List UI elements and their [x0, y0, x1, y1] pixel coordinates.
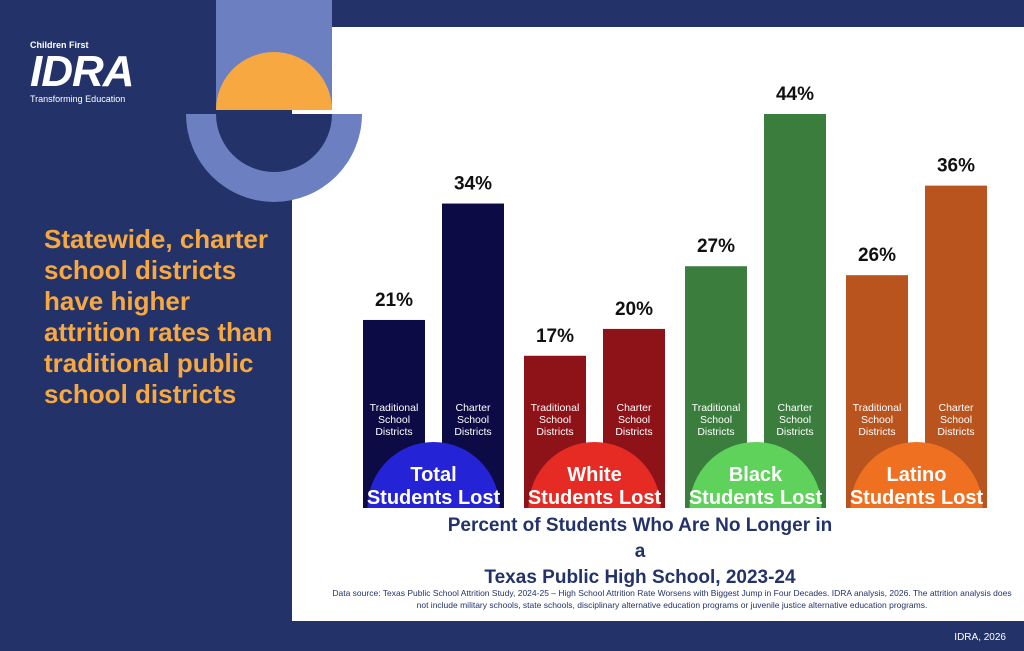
bar-label-total-charter-line-2: School: [457, 414, 489, 426]
bar-label-latino-traditional-line-2: School: [861, 414, 893, 426]
chart-title-line-2: Texas Public High School, 2023-24: [484, 567, 796, 588]
value-label-black-charter: 44%: [776, 84, 814, 105]
bar-black-charter: [764, 114, 826, 508]
group-dome-black: [689, 442, 822, 508]
bar-label-total-traditional-line-3: Districts: [375, 426, 412, 438]
value-label-total-charter: 34%: [454, 174, 492, 195]
bar-label-white-charter-line-3: Districts: [615, 426, 652, 438]
idra-logo: Children First IDRA Transforming Educati…: [30, 40, 150, 104]
source-note: Data source: Texas Public School Attriti…: [332, 588, 1012, 610]
group-dome-latino: [850, 442, 983, 508]
headline: Statewide, charter school districts have…: [44, 224, 273, 409]
logo-main-text: IDRA: [30, 47, 135, 96]
bar-label-total-traditional-line-2: School: [378, 414, 410, 426]
credit: IDRA, 2026: [954, 632, 1006, 643]
bar-label-white-traditional-line-2: School: [539, 414, 571, 426]
chart-title: Percent of Students Who Are No Longer in…: [440, 513, 840, 591]
bar-label-total-traditional-line-1: Traditional: [370, 402, 419, 414]
bar-label-black-traditional-line-3: Districts: [697, 426, 734, 438]
group-label-black-line-1: Black: [729, 464, 783, 486]
bar-label-black-charter-line-3: Districts: [776, 426, 813, 438]
bar-label-black-charter-line-1: Charter: [777, 402, 813, 414]
value-label-total-traditional: 21%: [375, 290, 413, 311]
bar-label-latino-traditional-line-1: Traditional: [853, 402, 902, 414]
bar-label-latino-charter-line-1: Charter: [938, 402, 974, 414]
bar-label-latino-charter-line-3: Districts: [937, 426, 974, 438]
bar-label-latino-charter-line-2: School: [940, 414, 972, 426]
value-label-latino-charter: 36%: [937, 156, 975, 177]
group-label-white-line-1: White: [567, 464, 621, 486]
group-dome-white: [528, 442, 661, 508]
group-dome-total: [367, 442, 500, 508]
bar-label-white-traditional-line-3: Districts: [536, 426, 573, 438]
group-label-black-line-2: Students Lost: [689, 487, 823, 509]
group-label-white-line-2: Students Lost: [528, 487, 662, 509]
bar-label-white-traditional-line-1: Traditional: [531, 402, 580, 414]
group-label-total-line-2: Students Lost: [367, 487, 501, 509]
bar-label-black-traditional-line-1: Traditional: [692, 402, 741, 414]
deco-half-sun: [216, 52, 332, 110]
chart-title-line-1: Percent of Students Who Are No Longer in…: [447, 515, 833, 562]
value-label-latino-traditional: 26%: [858, 245, 896, 266]
group-label-total-line-1: Total: [410, 464, 456, 486]
group-label-latino-line-2: Students Lost: [850, 487, 984, 509]
value-label-black-traditional: 27%: [697, 236, 735, 257]
value-label-white-traditional: 17%: [536, 326, 574, 347]
bar-label-white-charter-line-2: School: [618, 414, 650, 426]
logo-top-text: Children First: [30, 40, 89, 50]
deco-bowl-inner: [216, 114, 332, 172]
bar-label-black-charter-line-2: School: [779, 414, 811, 426]
bar-label-total-charter-line-3: Districts: [454, 426, 491, 438]
bar-label-black-traditional-line-2: School: [700, 414, 732, 426]
logo-tagline: Transforming Education: [30, 94, 126, 104]
decorative-graphic: [186, 0, 362, 202]
value-label-white-charter: 20%: [615, 299, 653, 320]
bar-label-white-charter-line-1: Charter: [616, 402, 652, 414]
bar-label-total-charter-line-1: Charter: [455, 402, 491, 414]
group-label-latino-line-1: Latino: [887, 464, 947, 486]
bar-label-latino-traditional-line-3: Districts: [858, 426, 895, 438]
